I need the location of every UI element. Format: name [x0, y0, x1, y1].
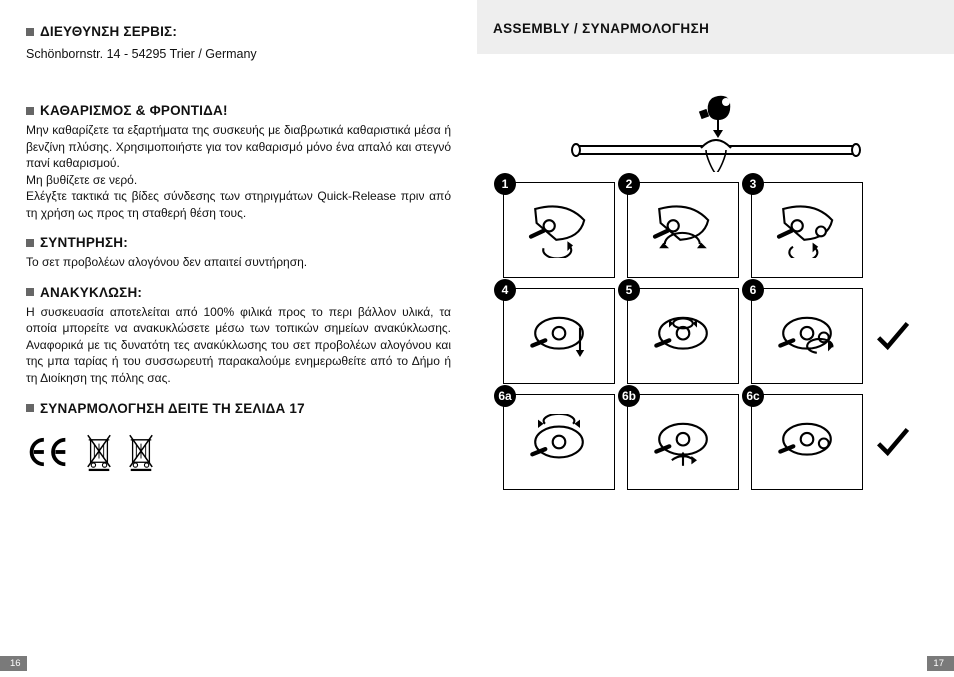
bullet-icon [26, 107, 34, 115]
cleaning-body: Μην καθαρίζετε τα εξαρτήματα της συσκευή… [26, 122, 451, 221]
assembly-ref-heading: ΣΥΝΑΡΜΟΛΟΓΗΣΗ ΔΕΙΤΕ ΤΗ ΣΕΛΙΔΑ 17 [26, 401, 451, 416]
step-grid: 1 2 [503, 182, 928, 490]
step-number: 6a [494, 385, 516, 407]
step-box: 3 [751, 182, 863, 278]
step-box: 1 [503, 182, 615, 278]
bracket-icon [524, 202, 594, 258]
maintenance-section: ΣΥΝΤΗΡΗΣΗ: Το σετ προβολέων αλογόνου δεν… [26, 235, 451, 271]
cleaning-heading: ΚΑΘΑΡΙΣΜΟΣ & ΦΡΟΝΤΙΔΑ! [26, 103, 451, 118]
step-number: 6c [742, 385, 764, 407]
step-box: 6a [503, 394, 615, 490]
checkmark-icon [875, 288, 911, 384]
step-number: 6 [742, 279, 764, 301]
step-row: 6a 6b [503, 394, 928, 490]
recycling-body: Η συσκευασία αποτελείται από 100% φιλικά… [26, 304, 451, 387]
handlebar-illustration [503, 72, 928, 172]
assembly-diagram: 1 2 [503, 72, 928, 490]
weee-bin-icon [82, 430, 116, 474]
step-row: 1 2 [503, 182, 928, 278]
step-box: 6 [751, 288, 863, 384]
bullet-icon [26, 28, 34, 36]
step-box: 6b [627, 394, 739, 490]
assembly-header: ASSEMBLY / ΣΥΝΑΡΜΟΛΟΓΗΣΗ [477, 0, 954, 54]
bracket-front-icon [524, 414, 594, 470]
recycling-section: ΑΝΑΚΥΚΛΩΣΗ: Η συσκευασία αποτελείται από… [26, 285, 451, 387]
bracket-front-icon [648, 414, 718, 470]
maintenance-title: ΣΥΝΤΗΡΗΣΗ: [40, 235, 128, 250]
step-box: 4 [503, 288, 615, 384]
maintenance-heading: ΣΥΝΤΗΡΗΣΗ: [26, 235, 451, 250]
service-heading: ΔΙΕΥΘΥΝΣΗ ΣΕΡΒΙΣ: [26, 24, 451, 39]
bullet-icon [26, 239, 34, 247]
step-number: 3 [742, 173, 764, 195]
bullet-icon [26, 288, 34, 296]
service-title: ΔΙΕΥΘΥΝΣΗ ΣΕΡΒΙΣ: [40, 24, 177, 39]
step-number: 5 [618, 279, 640, 301]
bracket-icon [772, 202, 842, 258]
compliance-icons [26, 430, 451, 474]
step-row: 4 5 [503, 288, 928, 384]
recycling-title: ΑΝΑΚΥΚΛΩΣΗ: [40, 285, 142, 300]
page-right: ASSEMBLY / ΣΥΝΑΡΜΟΛΟΓΗΣΗ [477, 0, 954, 677]
ce-icon [26, 430, 74, 474]
recycling-heading: ΑΝΑΚΥΚΛΩΣΗ: [26, 285, 451, 300]
maintenance-body: Το σετ προβολέων αλογόνου δεν απαιτεί συ… [26, 254, 451, 271]
cleaning-title: ΚΑΘΑΡΙΣΜΟΣ & ΦΡΟΝΤΙΔΑ! [40, 103, 228, 118]
bracket-icon [648, 202, 718, 258]
bracket-front-icon [772, 308, 842, 364]
page-number-right: 17 [927, 656, 954, 671]
service-section: ΔΙΕΥΘΥΝΣΗ ΣΕΡΒΙΣ: Schönbornstr. 14 - 542… [26, 24, 451, 61]
weee-bin-icon [124, 430, 158, 474]
cleaning-section: ΚΑΘΑΡΙΣΜΟΣ & ΦΡΟΝΤΙΔΑ! Μην καθαρίζετε τα… [26, 103, 451, 221]
assembly-ref-section: ΣΥΝΑΡΜΟΛΟΓΗΣΗ ΔΕΙΤΕ ΤΗ ΣΕΛΙΔΑ 17 [26, 401, 451, 416]
service-address: Schönbornstr. 14 - 54295 Trier / Germany [26, 47, 451, 61]
step-box: 6c [751, 394, 863, 490]
checkmark-icon [875, 394, 911, 490]
assembly-ref-text: ΣΥΝΑΡΜΟΛΟΓΗΣΗ ΔΕΙΤΕ ΤΗ ΣΕΛΙΔΑ 17 [40, 401, 305, 416]
step-number: 6b [618, 385, 640, 407]
step-number: 2 [618, 173, 640, 195]
bullet-icon [26, 404, 34, 412]
step-box: 5 [627, 288, 739, 384]
bracket-front-icon [524, 308, 594, 364]
bracket-front-icon [772, 414, 842, 470]
step-box: 2 [627, 182, 739, 278]
bracket-front-icon [648, 308, 718, 364]
step-number: 4 [494, 279, 516, 301]
assembly-title: ASSEMBLY / ΣΥΝΑΡΜΟΛΟΓΗΣΗ [493, 21, 709, 36]
manual-spread: ΔΙΕΥΘΥΝΣΗ ΣΕΡΒΙΣ: Schönbornstr. 14 - 542… [0, 0, 954, 677]
step-number: 1 [494, 173, 516, 195]
page-number-left: 16 [0, 656, 27, 671]
page-left: ΔΙΕΥΘΥΝΣΗ ΣΕΡΒΙΣ: Schönbornstr. 14 - 542… [0, 0, 477, 677]
